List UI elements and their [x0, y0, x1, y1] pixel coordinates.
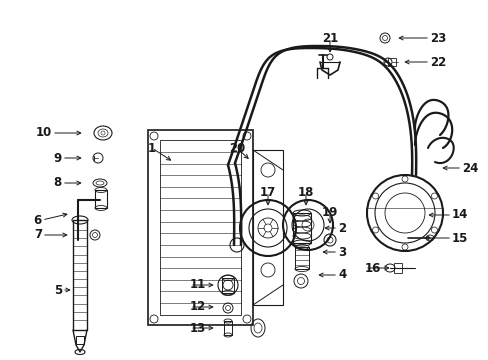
Text: 18: 18	[297, 185, 314, 198]
Text: 13: 13	[190, 321, 206, 334]
Text: 15: 15	[451, 231, 468, 244]
Text: 17: 17	[259, 185, 276, 198]
Text: 23: 23	[429, 31, 446, 45]
Bar	[252, 150, 283, 305]
Text: 3: 3	[337, 246, 346, 258]
Text: 1: 1	[148, 141, 156, 154]
Bar	[160, 140, 241, 315]
Text: 5: 5	[54, 284, 62, 297]
Text: 11: 11	[190, 279, 206, 292]
Text: 21: 21	[321, 31, 337, 45]
Bar	[95, 190, 107, 208]
Bar	[294, 247, 308, 269]
Bar	[292, 213, 310, 243]
Text: 22: 22	[429, 55, 446, 68]
Bar	[393, 263, 401, 273]
Text: 20: 20	[228, 141, 244, 154]
Bar	[76, 336, 84, 344]
Text: 24: 24	[461, 162, 477, 175]
Text: 19: 19	[321, 207, 338, 220]
Text: 8: 8	[54, 176, 62, 189]
Text: 7: 7	[34, 229, 42, 242]
Text: 10: 10	[36, 126, 52, 139]
Text: 4: 4	[337, 269, 346, 282]
Text: 14: 14	[451, 208, 468, 221]
Bar	[148, 130, 252, 325]
Text: 2: 2	[337, 221, 346, 234]
Text: 16: 16	[364, 261, 381, 274]
Text: 9: 9	[54, 152, 62, 165]
Bar	[73, 220, 87, 330]
Bar	[387, 58, 395, 66]
Bar	[222, 278, 234, 293]
Text: 12: 12	[190, 301, 206, 314]
Bar	[224, 321, 231, 335]
Text: 6: 6	[34, 213, 42, 226]
